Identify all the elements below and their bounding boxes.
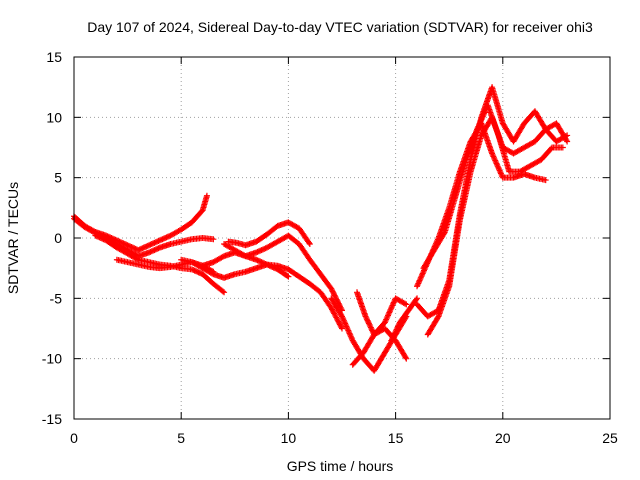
series-track-15 bbox=[414, 120, 549, 290]
grid-lines bbox=[74, 57, 610, 419]
chart-title: Day 107 of 2024, Sidereal Day-to-day VTE… bbox=[87, 19, 593, 35]
series-track-5 bbox=[178, 256, 345, 332]
data-point-markers bbox=[178, 256, 345, 332]
series-track-16 bbox=[388, 295, 421, 344]
series-track-11 bbox=[354, 289, 410, 338]
x-tick-label: 15 bbox=[388, 430, 404, 446]
y-tick-label: 15 bbox=[46, 49, 62, 65]
x-tick-label: 10 bbox=[281, 430, 297, 446]
series-track-8 bbox=[199, 249, 292, 280]
x-tick-label: 0 bbox=[70, 430, 78, 446]
x-axis-label: GPS time / hours bbox=[287, 458, 394, 474]
data-point-markers bbox=[388, 295, 421, 344]
series-track-7 bbox=[225, 219, 313, 249]
x-tick-label: 20 bbox=[495, 430, 511, 446]
data-point-markers bbox=[199, 249, 292, 280]
data-point-markers bbox=[225, 219, 313, 249]
data-point-markers bbox=[71, 192, 210, 254]
series-track-1 bbox=[71, 192, 210, 254]
data-points bbox=[71, 84, 571, 374]
data-point-markers bbox=[414, 120, 549, 290]
y-tick-label: -5 bbox=[50, 290, 63, 306]
axis-ticks: 0 5 10 15 20 25 -15 -10 -5 0 5 10 15 bbox=[42, 49, 618, 446]
x-tick-label: 25 bbox=[602, 430, 618, 446]
y-axis-label: SDTVAR / TECUs bbox=[5, 182, 21, 294]
y-tick-label: -15 bbox=[42, 411, 62, 427]
data-point-markers bbox=[354, 289, 410, 338]
y-tick-label: 0 bbox=[54, 230, 62, 246]
y-tick-label: 10 bbox=[46, 109, 62, 125]
x-tick-label: 5 bbox=[177, 430, 185, 446]
y-tick-label: -10 bbox=[42, 351, 62, 367]
y-tick-label: 5 bbox=[54, 170, 62, 186]
